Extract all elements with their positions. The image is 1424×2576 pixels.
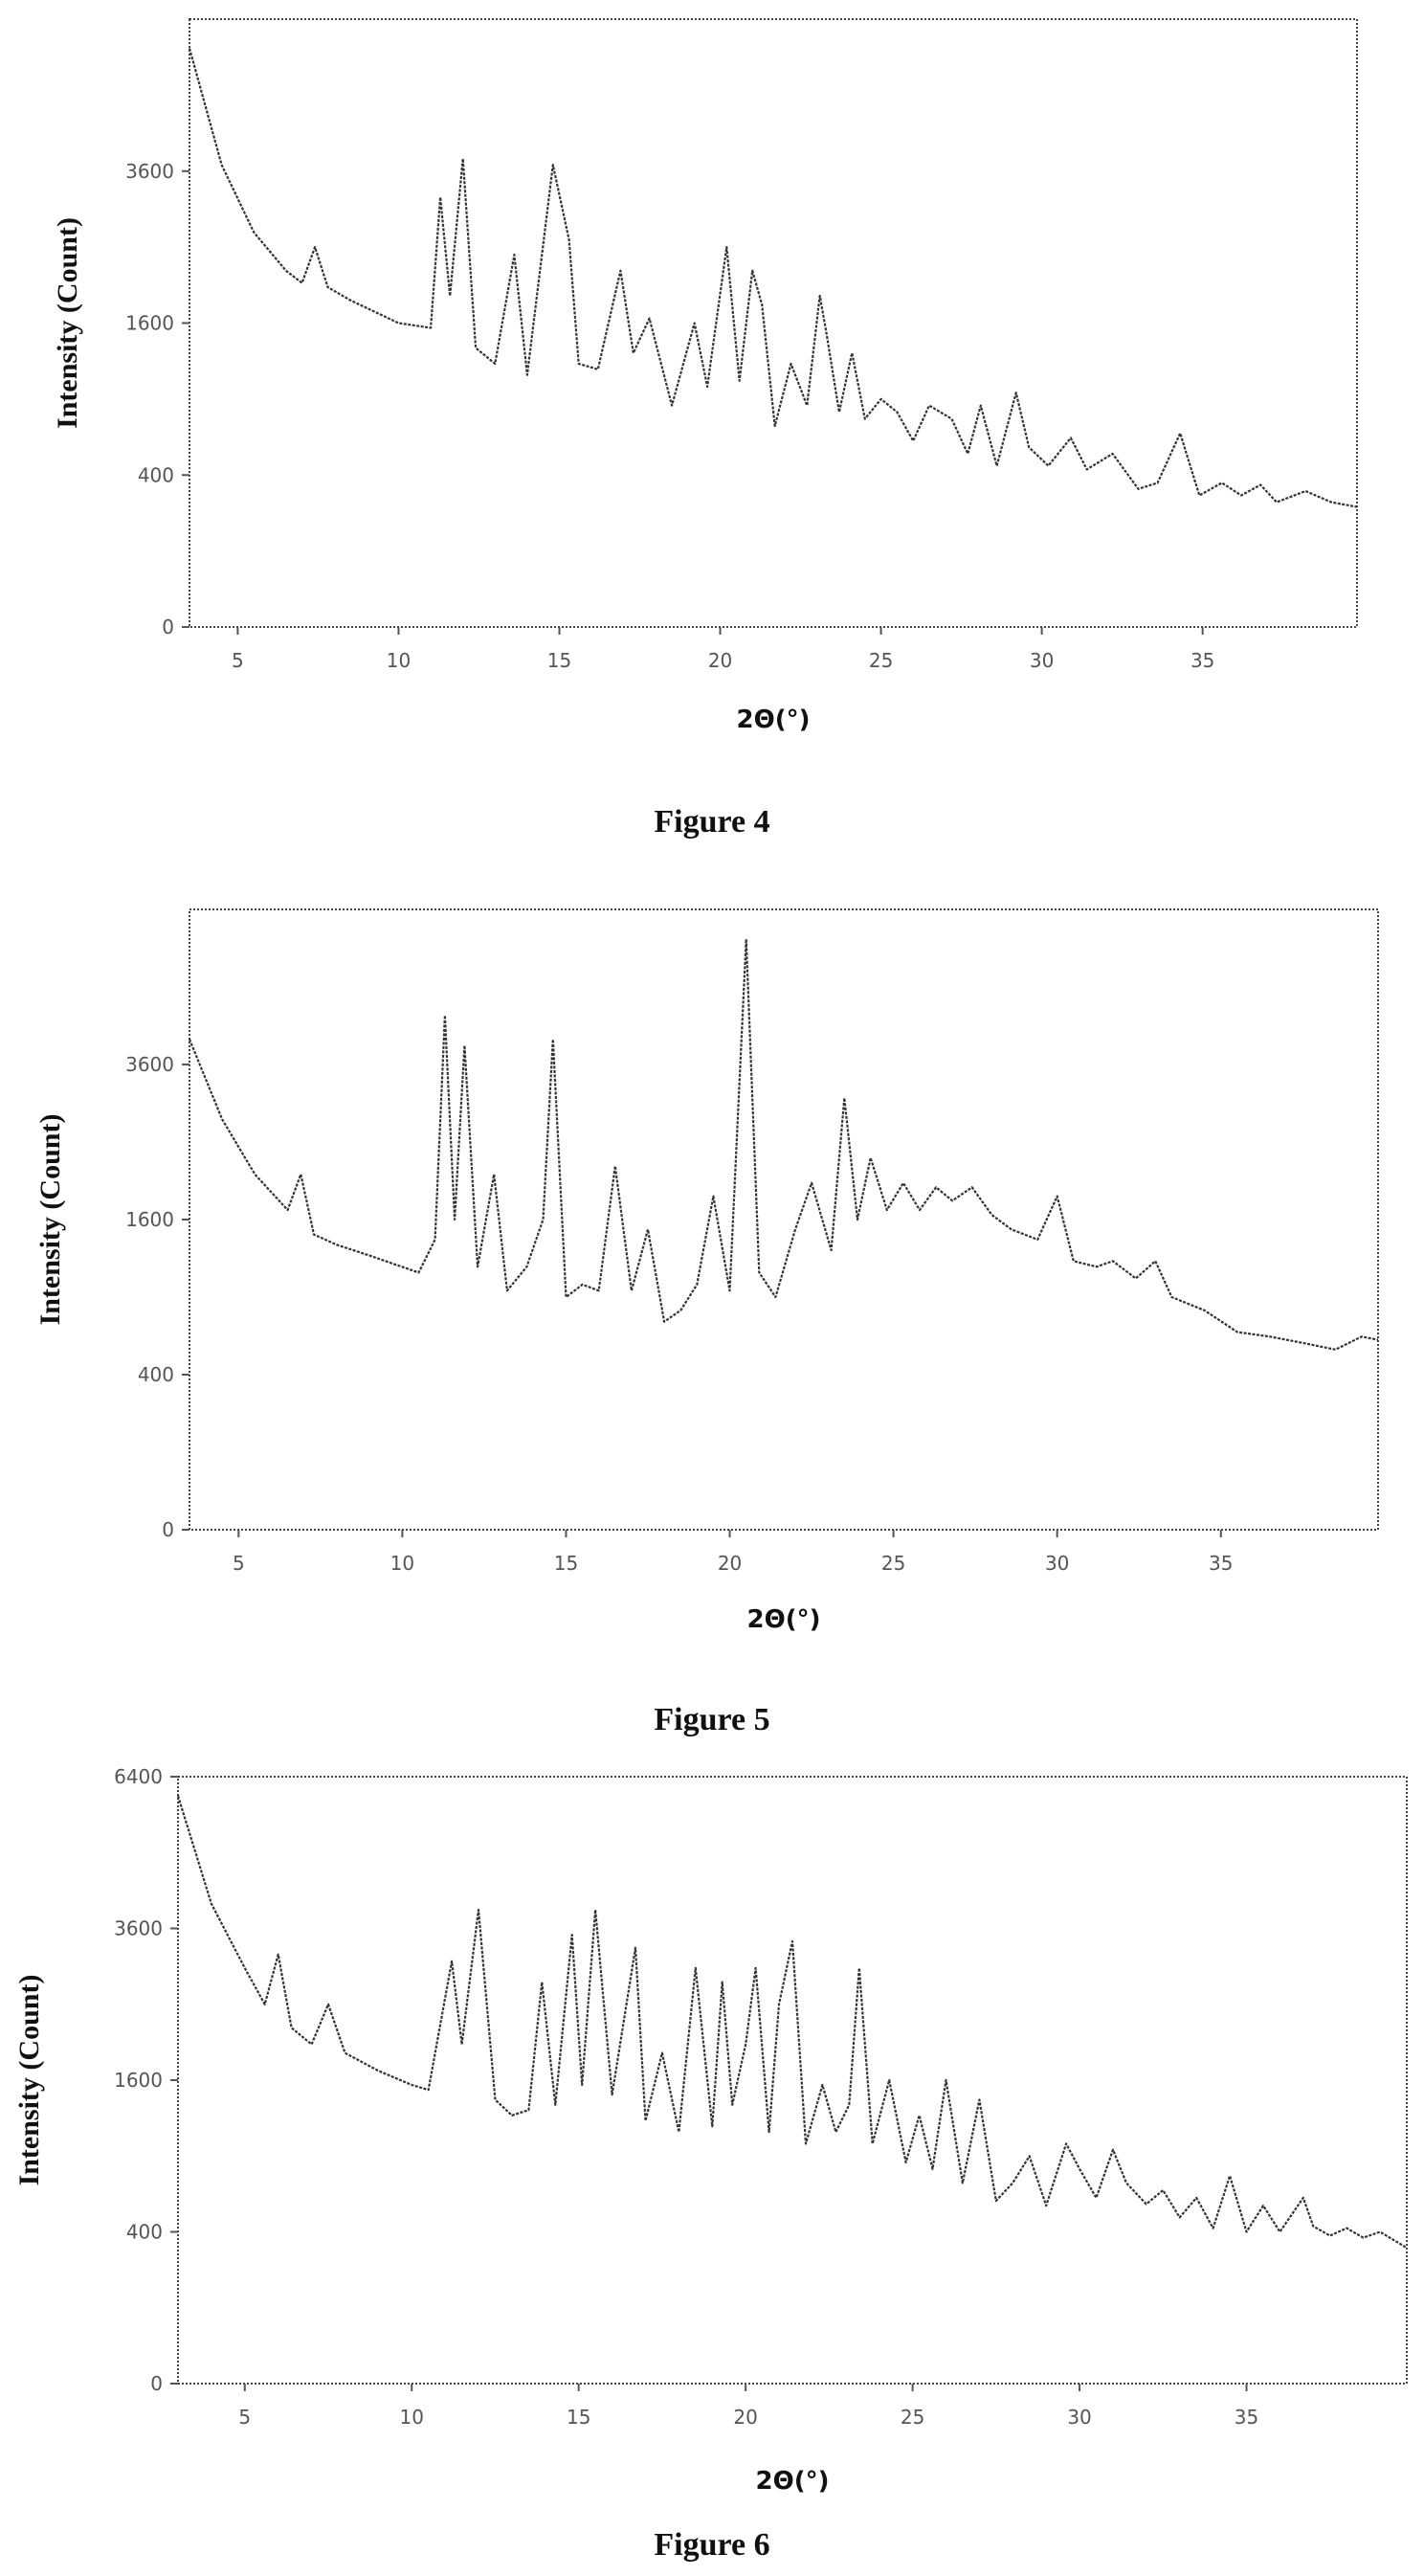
y-tick-label: 1600 [125,1208,174,1231]
x-tick-label: 30 [1067,2406,1091,2429]
x-axis-title: 2Θ(°) [756,2467,830,2496]
x-tick-label: 20 [718,1552,742,1575]
y-tick-label: 1600 [125,312,174,335]
diffraction-trace [188,48,1358,508]
figure-caption: Figure 5 [654,1702,770,1737]
x-tick-label: 15 [547,649,571,672]
y-tick-label: 0 [162,616,174,638]
y-tick-label: 0 [150,2372,163,2395]
x-tick-label: 20 [733,2406,757,2429]
chart-figure-4: 5 10 15 20 25 30 35 0 400 1600 3600 2Θ(°) Intensity … [52,18,1358,734]
y-tick-label: 1600 [114,2069,163,2092]
x-tick-label: 30 [1045,1552,1069,1575]
plot-frame [189,18,1358,628]
y-tick-label: 0 [162,1518,174,1541]
x-tick-label: 10 [400,2406,424,2429]
figure-4: 5 10 15 20 25 30 35 0 400 1600 3600 2Θ(°) Intensity … [0,0,1424,862]
y-tick-label: 400 [138,1363,174,1386]
y-axis-title: Intensity (Count) [34,1114,66,1326]
x-axis-title: 2Θ(°) [737,706,811,734]
figure-6: 5 10 15 20 25 30 35 0 400 1600 3600 6400 2Θ(°) Intens… [0,1723,1424,2576]
x-tick-label: 15 [554,1552,578,1575]
y-tick-label: 3600 [125,1053,174,1076]
y-tick-label: 3600 [125,160,174,183]
y-axis-title: Intensity (Count) [13,1975,45,2186]
figure-5: 5 10 15 20 25 30 35 0 400 1600 3600 2Θ(°) Intensity … [0,862,1424,1737]
x-tick-label: 35 [1190,649,1214,672]
diffraction-trace [176,1795,1408,2250]
x-axis-title: 2Θ(°) [747,1605,821,1634]
x-tick-label: 5 [238,2406,251,2429]
x-tick-label: 25 [881,1552,905,1575]
figure-caption: Figure 6 [654,2527,770,2563]
y-tick-label: 6400 [114,1765,163,1788]
x-tick-label: 35 [1235,2406,1258,2429]
x-tick-label: 25 [869,649,893,672]
y-tick-label: 400 [126,2221,163,2244]
x-tick-label: 5 [233,1552,245,1575]
x-tick-label: 5 [232,649,244,672]
chart-figure-6: 5 10 15 20 25 30 35 0 400 1600 3600 6400 2Θ(°) Intens… [13,1765,1408,2496]
x-tick-label: 30 [1030,649,1054,672]
figure-caption: Figure 4 [654,804,770,840]
x-tick-label: 10 [387,649,411,672]
chart-figure-5: 5 10 15 20 25 30 35 0 400 1600 3600 2Θ(°) Intensity … [34,908,1379,1634]
y-tick-label: 400 [138,463,174,486]
x-tick-label: 20 [708,649,732,672]
diffraction-trace [188,938,1379,1351]
x-tick-label: 10 [390,1552,414,1575]
plot-frame [177,1776,1408,2385]
y-tick-label: 3600 [114,1917,163,1940]
x-tick-label: 15 [567,2406,590,2429]
y-axis-title: Intensity (Count) [52,217,83,429]
plot-frame [189,908,1379,1531]
x-tick-label: 35 [1209,1552,1233,1575]
x-tick-label: 25 [901,2406,924,2429]
